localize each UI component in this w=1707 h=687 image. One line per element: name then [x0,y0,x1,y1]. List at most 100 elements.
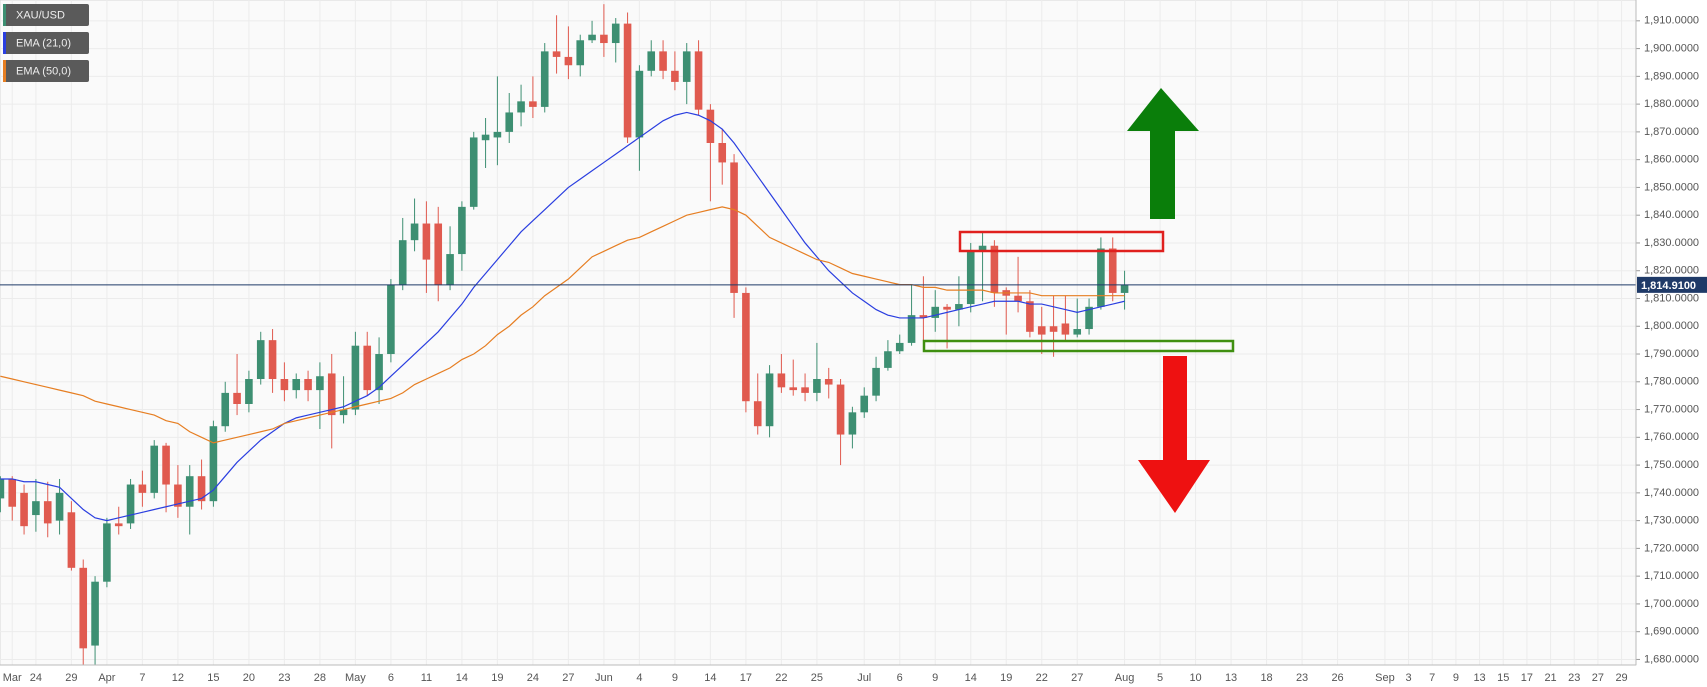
candle-body [611,23,620,44]
x-tick-label: Jun [595,672,613,684]
candle-body [647,51,656,71]
x-tick-label: 19 [1000,672,1012,684]
candle-body [824,379,833,385]
candle-body [659,51,667,71]
candle-body [564,56,573,66]
candle-body [588,34,596,41]
candle-body [517,101,525,113]
y-tick-label: 1,730.0000 [1644,515,1699,527]
x-tick-label: 22 [1036,672,1048,684]
candle-body [718,142,727,163]
x-tick-label: 22 [775,672,787,684]
x-tick-label: 11 [421,672,432,684]
candle-body [481,134,490,141]
candle-body [91,581,99,646]
candle-body [919,315,928,318]
x-tick-label: 18 [1260,672,1272,684]
candle-body [813,379,821,393]
candle-body [339,409,348,416]
candle-body [8,478,17,507]
candle-body [256,340,265,380]
candle-body [1085,306,1093,330]
candle-body [895,342,904,352]
legend-swatch [3,32,6,54]
x-tick-label: 17 [1521,672,1533,684]
candle-body [458,206,466,255]
candle-body [0,478,5,499]
candle-body [742,292,750,402]
x-tick-label: 15 [207,672,219,684]
x-tick-label: 29 [1615,672,1627,684]
x-tick-label: 9 [672,672,678,684]
x-tick-label: 13 [1225,672,1237,684]
y-tick-label: 1,890.0000 [1644,70,1699,82]
candle-body [706,109,715,143]
x-tick-label: 6 [897,672,903,684]
candle-body [150,445,159,493]
x-tick-label: 7 [1429,672,1435,684]
candle-body [304,379,312,391]
y-tick-label: 1,860.0000 [1644,154,1699,166]
candle-body [1061,323,1070,335]
candle-body [623,23,632,138]
annotations [922,88,1235,513]
x-tick-label: 27 [1071,672,1083,684]
candle-body [197,476,206,502]
candle-body [292,379,301,391]
legend-item[interactable] [3,4,89,26]
candle-body [233,392,241,404]
candle-body [931,306,940,318]
candle-body [529,101,537,107]
x-tick-label: 14 [704,672,716,684]
candle-body [103,523,111,582]
candle-body [363,345,372,391]
x-tick-label: 14 [965,672,977,684]
x-tick-label: 15 [1497,672,1509,684]
x-tick-label: 9 [932,672,938,684]
up-arrow [1127,88,1199,219]
support-box [922,339,1235,353]
candle-body [1049,326,1058,332]
y-tick-label: 1,770.0000 [1644,403,1699,415]
candle-body [268,340,277,380]
x-tick-label: 5 [1157,672,1163,684]
candle-body [943,306,951,310]
candle-body [209,426,218,502]
x-tick-label: 28 [314,672,326,684]
candle-body [1108,248,1117,293]
legend-label: XAU/USD [16,9,65,21]
candle-body [884,351,892,368]
candle-body [1097,248,1105,307]
x-tick-label: 27 [562,672,574,684]
candle-body [422,223,431,260]
legend-item[interactable] [3,32,89,54]
candle-body [907,315,916,343]
candle-body [1026,301,1034,332]
x-tick-label: 23 [1568,672,1580,684]
plot-background [0,0,1637,666]
legend-item[interactable] [3,60,89,82]
candle-body [836,384,845,435]
candle-body [114,523,123,527]
candle-body [860,395,869,413]
candle-body [126,484,135,524]
candle-body [505,112,514,132]
candle-body [966,251,975,305]
candle-body [552,51,561,57]
candle-body [375,354,383,391]
y-tick-label: 1,840.0000 [1644,209,1699,221]
x-tick-label: 12 [172,672,184,684]
candle-body [1120,284,1129,293]
candle-body [245,379,253,404]
candle-body [1014,295,1022,302]
candle-body [694,51,703,110]
y-tick-label: 1,720.0000 [1644,542,1699,554]
candle-body [434,223,443,285]
y-tick-label: 1,740.0000 [1644,487,1699,499]
x-tick-label: 9 [1453,672,1459,684]
candle-body [777,373,786,388]
candle-body [316,376,324,391]
candle-body [280,379,289,391]
candle-body [789,387,798,391]
